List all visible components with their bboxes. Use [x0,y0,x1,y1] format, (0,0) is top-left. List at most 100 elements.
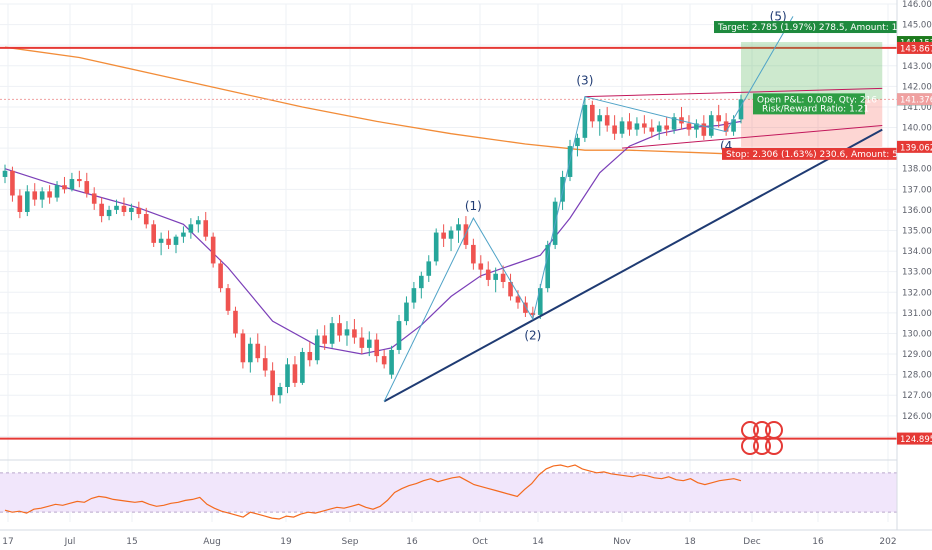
candle-body [448,230,454,239]
price-tick-label: 129.000 [902,350,932,360]
price-tick-label: 141.000 [902,103,932,113]
candle-body [708,115,714,136]
moving-average-fast [4,120,742,355]
price-tick-label: 127.000 [902,391,932,401]
candle-body [270,370,275,396]
candle-body [619,121,625,134]
time-tick-label: Nov [613,537,631,547]
candle-body [441,232,446,239]
candle-body [359,337,365,348]
candle-body [634,123,640,130]
candle-body [307,351,313,361]
time-tick-label: Jul [64,537,76,547]
candle-body [493,273,498,280]
candle-body [627,121,632,130]
candle-body [456,224,461,231]
price-tick-label: 136.000 [902,206,932,216]
candle-body [32,191,38,200]
candle-body [136,207,142,215]
candle-body [91,193,97,204]
time-tick-label: 16 [812,537,824,547]
candle-body [664,125,669,130]
time-axis[interactable]: 17 Jul 15 Aug 19 Sep 16 Oct 14 Nov 18 Dec 16 202 [0,529,932,547]
price-tick-label: 134.000 [902,247,932,257]
price-tick-label: 137.000 [902,185,932,195]
candle-body [366,339,372,348]
candle-body [292,364,298,383]
price-tick-label: 142.000 [902,82,932,92]
candle-body [381,356,387,365]
candle-body [188,224,194,233]
moving-average-slow [4,46,742,155]
candle-body [671,117,677,130]
candle-body [612,125,617,134]
candle-body [560,176,565,202]
candle-body [195,220,201,225]
candle-body [106,209,112,217]
price-label-box [897,93,932,106]
price-tick-label: 133.000 [902,268,932,278]
candle-body [590,104,595,122]
risk-reward-label: Risk/Reward Ratio: 1.21 [762,104,869,114]
watermark-logo [741,421,783,455]
channel-line [622,124,883,149]
candle-body [337,323,342,336]
candle-body [255,343,261,359]
candle-body [129,207,134,212]
price-label: 139.062 [900,143,932,153]
candle-body [277,386,283,396]
candle-body [642,123,647,128]
time-tick-label: 16 [406,537,418,547]
candle-body [604,115,610,126]
candle-body [515,296,521,303]
candle-body [411,288,417,303]
candle-body [47,191,52,198]
candle-body [322,335,327,344]
wave-label: (3) [576,73,593,87]
candle-body [537,288,543,315]
drawings[interactable]: (1)(2)(3)(4(5) [383,9,883,403]
candle-body [262,358,268,371]
candle-body [158,238,164,243]
candle-body [597,115,603,122]
candle-body [716,115,722,122]
candle-body [166,238,171,245]
candle-body [248,343,253,363]
price-tick-label: 126.000 [902,412,932,422]
candle-body [84,181,90,194]
price-tick-label: 143.000 [902,62,932,72]
candle-body [143,214,149,225]
candle-body [404,302,409,322]
candle-body [344,329,350,336]
price-tick-label: 130.000 [902,329,932,339]
candle-body [225,288,231,311]
candle-body [24,191,30,212]
candle-body [69,179,75,190]
candle-body [314,335,320,361]
rsi-line [4,464,742,520]
candle-body [545,244,551,289]
candle-body [419,275,424,289]
time-tick-label: Aug [203,537,221,547]
time-tick-label: 202 [879,537,896,547]
candle-body [210,236,216,264]
candle-body [738,99,744,120]
price-axis[interactable]: 146.000145.000144.000143.000142.000141.0… [896,0,932,550]
candle-body [233,310,238,334]
price-axis-background [897,0,932,550]
elliott-wave-path [383,16,794,402]
candle-body [656,125,662,132]
price-tick-label: 145.000 [902,21,932,31]
candle-body [2,170,8,177]
candle-body [686,123,692,130]
price-tick-label: 146.000 [902,0,932,10]
candle-body [39,191,45,200]
price-label: 141.376 [900,96,932,106]
candle-body [151,224,156,243]
candle-body [471,244,476,264]
candle-body [240,333,246,363]
candle-body [300,351,305,383]
candle-body [575,137,580,147]
candle-body [723,121,729,132]
